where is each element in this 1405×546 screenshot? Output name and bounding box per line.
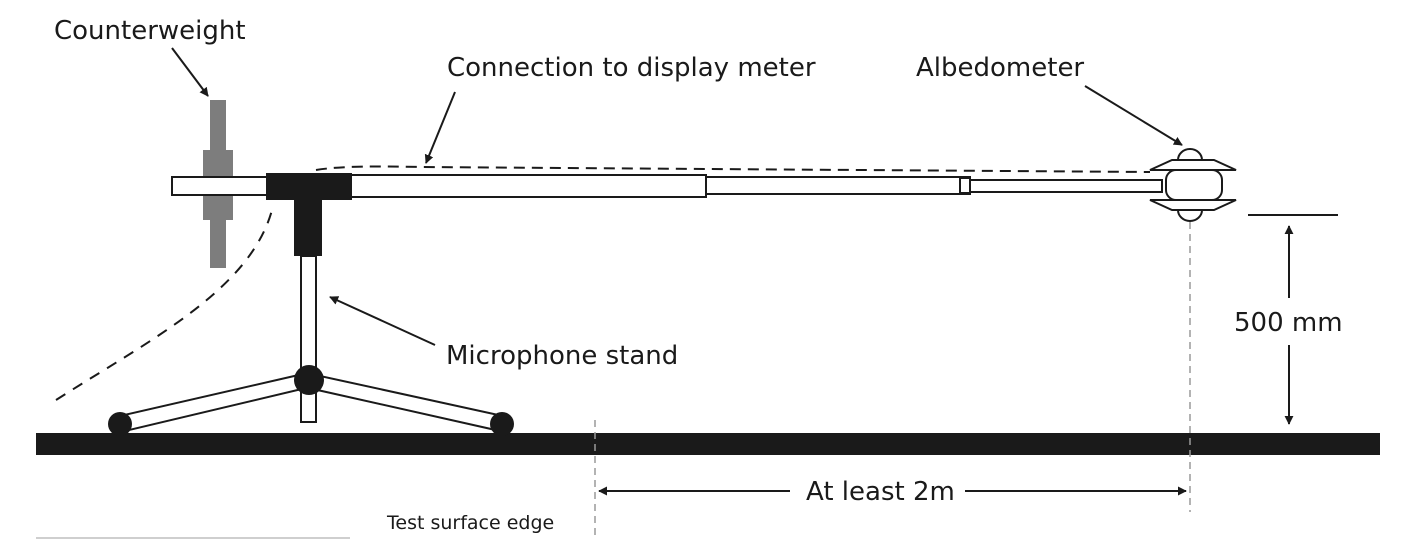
stand-pole: [300, 255, 317, 381]
stand-leg-left: [118, 372, 308, 433]
boom-rear-stub: [171, 176, 268, 196]
t-clamp-bar: [266, 173, 352, 200]
connection-label: Connection to display meter: [447, 53, 816, 83]
height-label: 500 mm: [1234, 308, 1343, 338]
test-surface-edge-label: Test surface edge: [386, 512, 554, 534]
microphone-stand-leader: [329, 296, 436, 346]
connection-leader: [424, 91, 456, 164]
boom-segment-joint: [959, 177, 971, 194]
stand-leg-right-foot: [490, 412, 514, 436]
stand-leg-right: [309, 372, 505, 433]
counterweight-label: Counterweight: [54, 16, 246, 46]
albedometer-sensor: [1149, 148, 1237, 222]
ground-surface: [36, 433, 1380, 455]
stand-leg-left-foot: [108, 412, 132, 436]
albedometer-label: Albedometer: [916, 53, 1084, 83]
boom-segment-3: [969, 179, 1163, 193]
connection-cable: [315, 165, 1151, 173]
albedometer-leader: [1084, 85, 1183, 146]
boom-segment-2: [705, 176, 971, 195]
t-clamp-stem: [294, 198, 322, 256]
swing-arc: [55, 209, 273, 401]
stand-hub: [294, 365, 324, 395]
microphone-stand-label: Microphone stand: [446, 341, 678, 371]
boom-segment-1: [349, 174, 707, 198]
distance-label: At least 2m: [806, 477, 955, 507]
counterweight-leader: [171, 47, 209, 97]
